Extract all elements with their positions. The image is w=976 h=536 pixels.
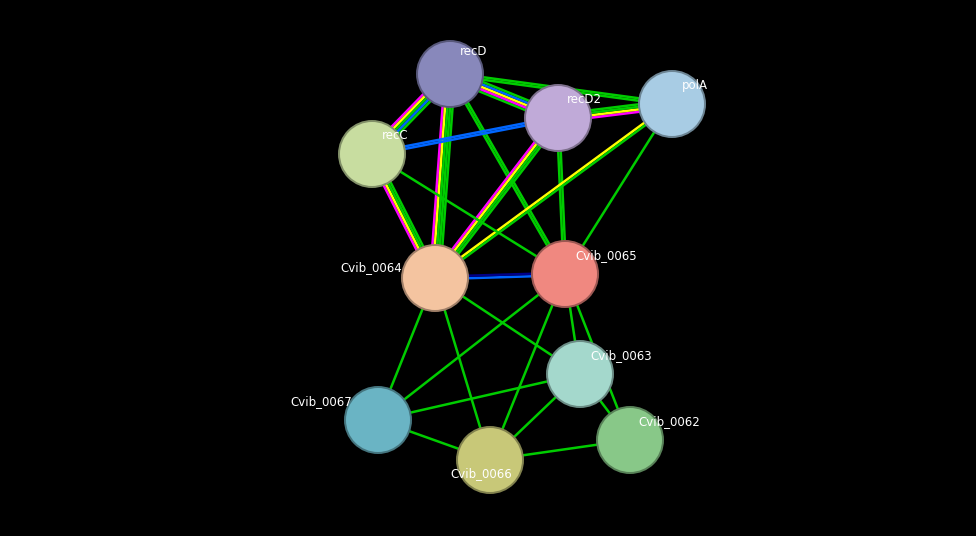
Circle shape (456, 426, 524, 494)
Text: Cvib_0067: Cvib_0067 (290, 395, 351, 408)
Circle shape (344, 386, 412, 454)
Text: Cvib_0065: Cvib_0065 (575, 249, 636, 262)
Circle shape (531, 240, 599, 308)
Circle shape (416, 40, 484, 108)
Text: polA: polA (682, 79, 708, 92)
Circle shape (596, 406, 664, 474)
Circle shape (403, 246, 467, 310)
Circle shape (338, 120, 406, 188)
Circle shape (533, 242, 597, 306)
Circle shape (346, 388, 410, 452)
Circle shape (638, 70, 706, 138)
Circle shape (548, 342, 612, 406)
Text: Cvib_0063: Cvib_0063 (590, 349, 652, 362)
Text: recD2: recD2 (567, 93, 602, 106)
Circle shape (546, 340, 614, 408)
Text: Cvib_0062: Cvib_0062 (638, 415, 700, 428)
Text: recD: recD (460, 45, 487, 58)
Text: Cvib_0064: Cvib_0064 (340, 261, 402, 274)
Text: Cvib_0066: Cvib_0066 (450, 467, 511, 480)
Text: recC: recC (382, 129, 409, 142)
Circle shape (526, 86, 590, 150)
Circle shape (640, 72, 704, 136)
Circle shape (418, 42, 482, 106)
Circle shape (524, 84, 592, 152)
Circle shape (598, 408, 662, 472)
Circle shape (340, 122, 404, 186)
Circle shape (401, 244, 469, 312)
Circle shape (458, 428, 522, 492)
